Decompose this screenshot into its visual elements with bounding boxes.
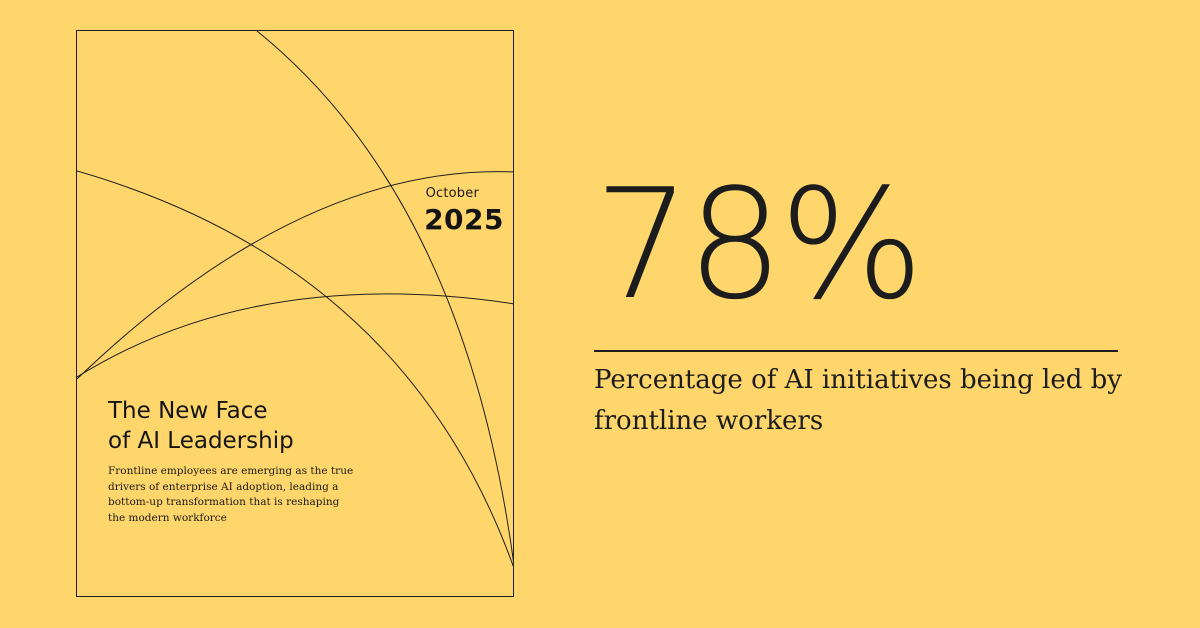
report-title-line-2: of AI Leadership <box>108 428 294 454</box>
curve-arc-2 <box>77 170 513 568</box>
report-title-line-1: The New Face <box>108 398 268 424</box>
report-title: The New Face of AI Leadership <box>108 396 408 456</box>
report-description: Frontline employees are emerging as the … <box>108 465 354 524</box>
decorative-curves <box>77 31 513 568</box>
report-year: 2025 <box>424 203 504 236</box>
report-cover: October 2025 The New Face of AI Leadersh… <box>76 30 514 597</box>
curve-arc-3 <box>77 171 513 380</box>
stat-value: 78% <box>594 156 924 333</box>
report-month: October <box>425 186 479 201</box>
curve-arc-4 <box>77 293 513 378</box>
stat-caption: Percentage of AI initiatives being led b… <box>594 365 1122 436</box>
stat-divider <box>594 350 1118 352</box>
curve-arc-1 <box>256 31 513 563</box>
